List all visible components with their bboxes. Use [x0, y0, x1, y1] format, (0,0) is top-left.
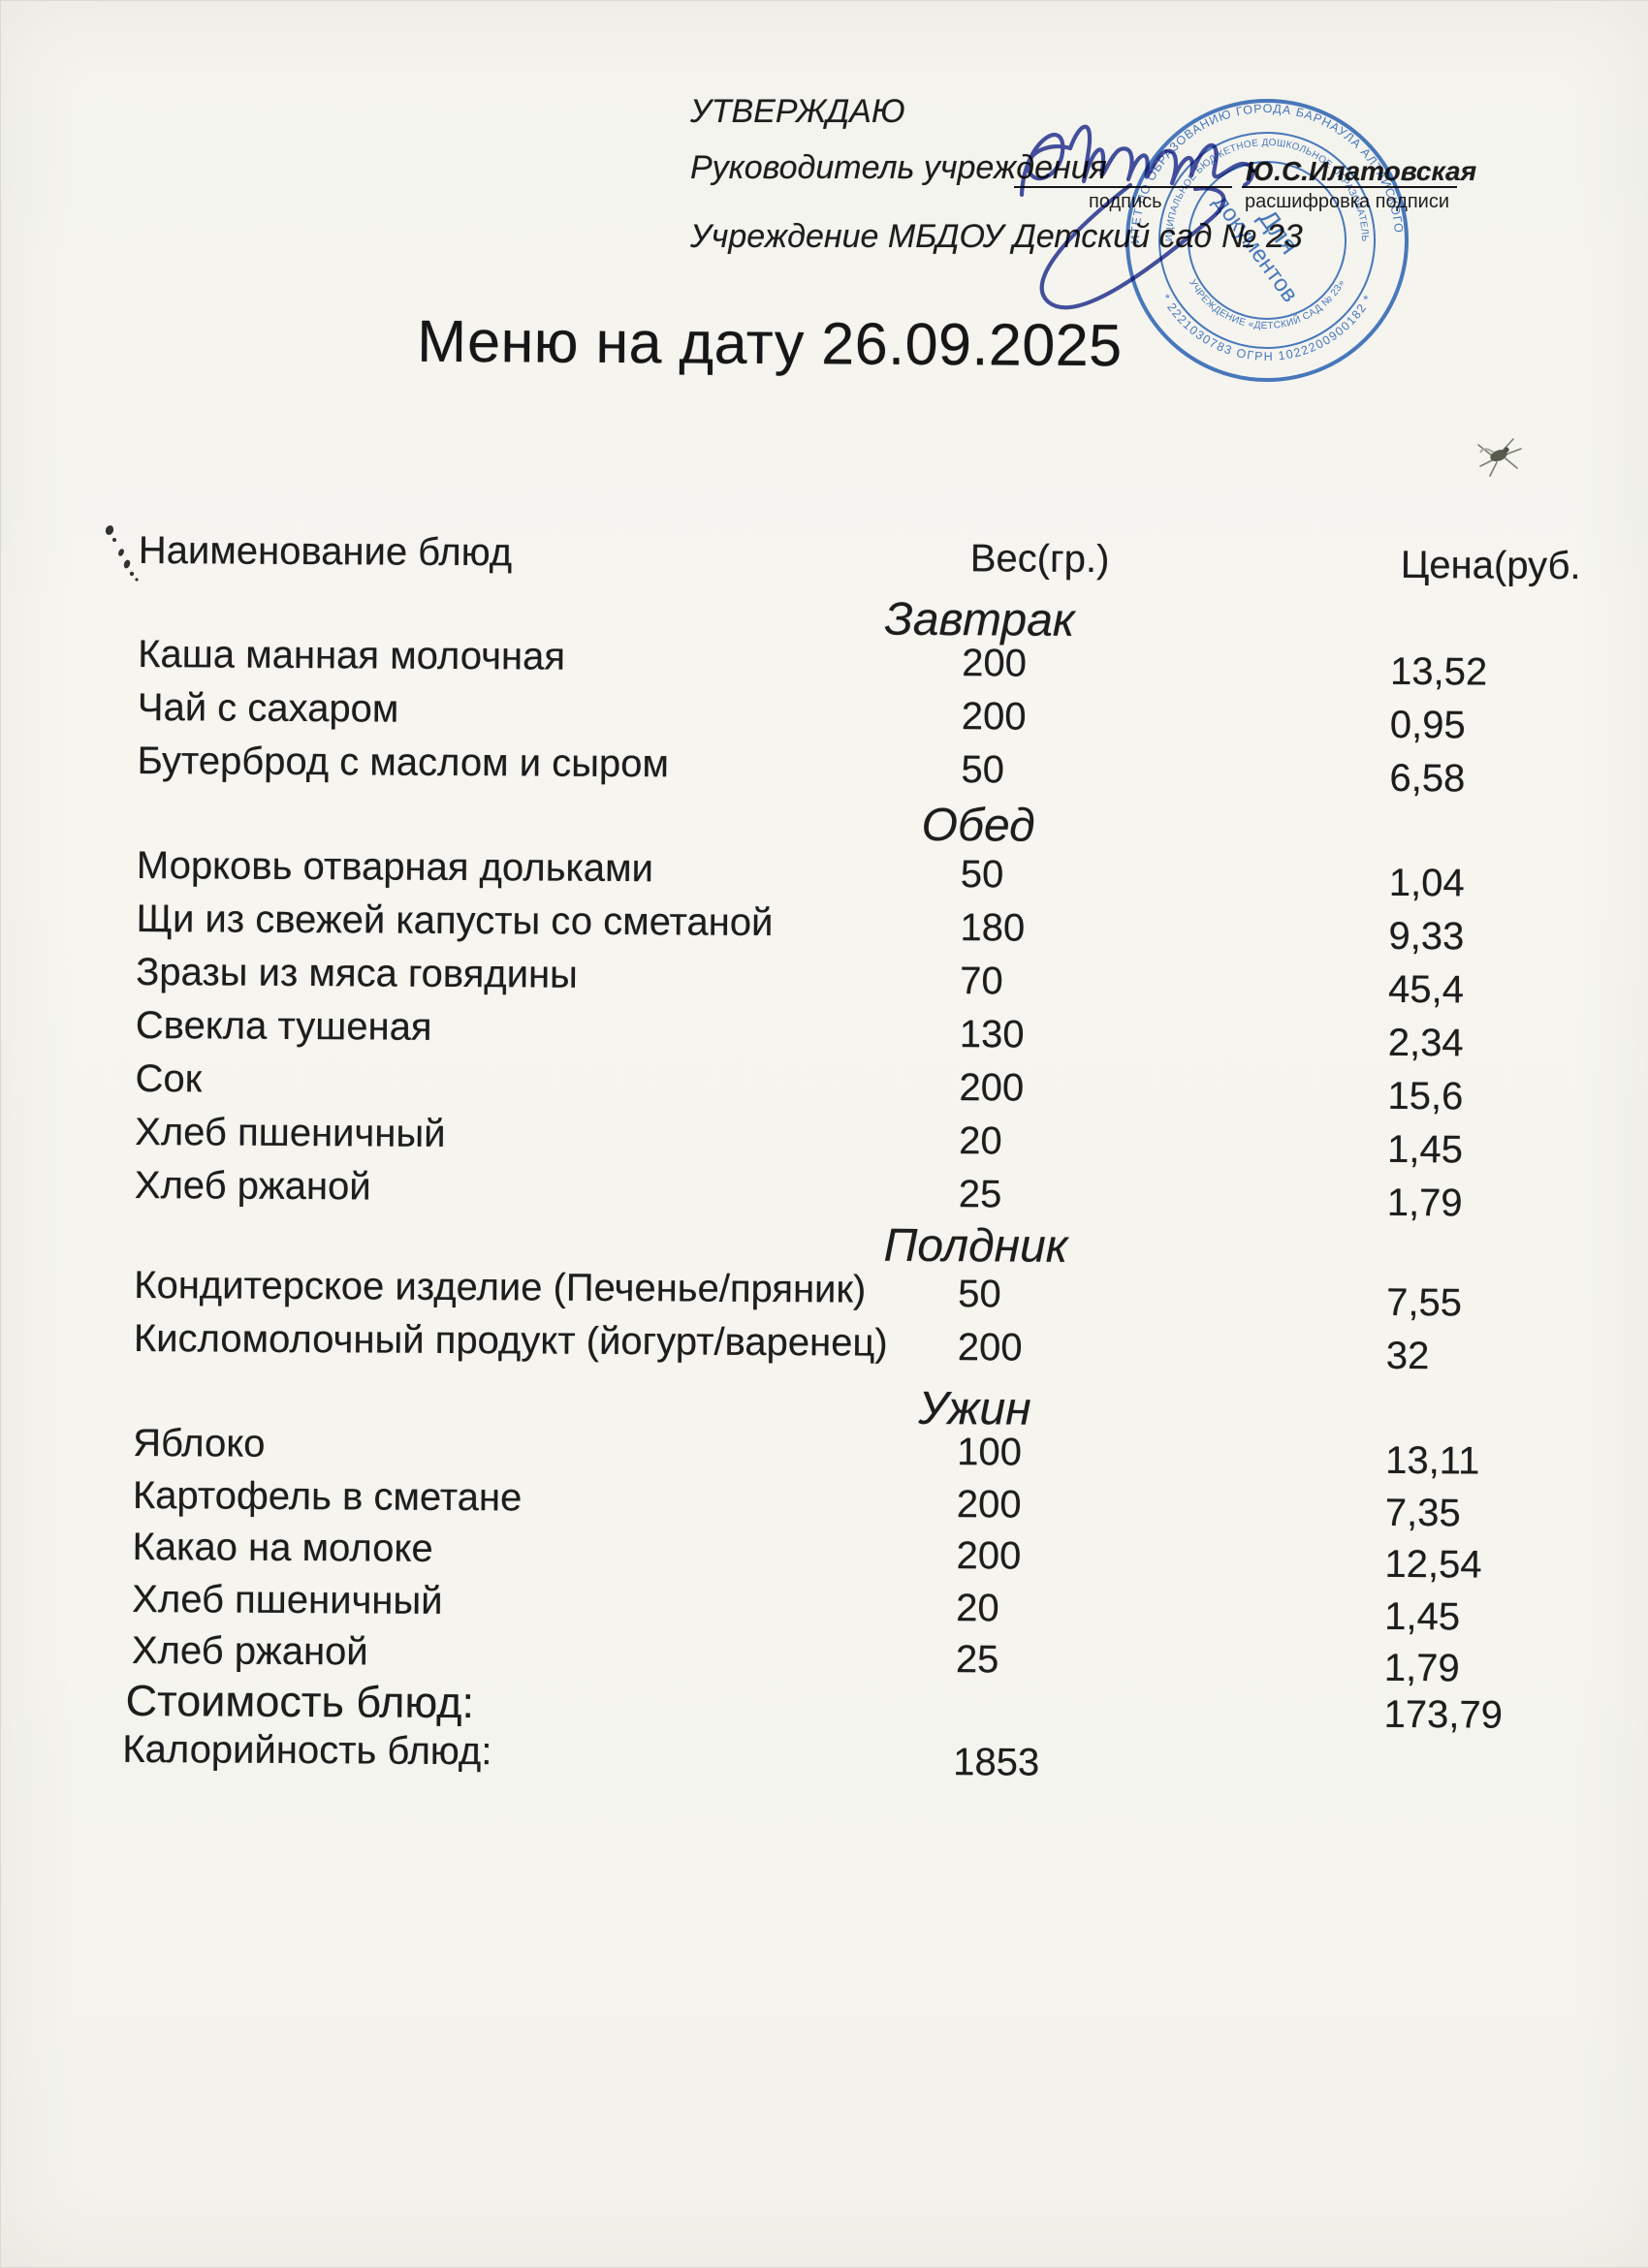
meal-section-label: Завтрак: [884, 593, 1075, 646]
signature-scribble-icon: [1019, 124, 1255, 310]
dish-weight: 25: [955, 1638, 999, 1682]
dish-name: Хлеб ржаной: [134, 1163, 371, 1209]
scanned-insect-artifact: [1477, 438, 1522, 477]
dish-name: Щи из свежей капусты со сметаной: [136, 897, 774, 944]
dish-name: Морковь отварная дольками: [136, 843, 654, 891]
dish-weight: 200: [959, 1066, 1025, 1110]
dish-price: 1,45: [1386, 1127, 1464, 1172]
signature-line: [1014, 186, 1232, 188]
dish-name: Какао на молоке: [132, 1525, 433, 1570]
dish-price: 32: [1385, 1334, 1430, 1378]
dish-weight: 200: [957, 1326, 1023, 1370]
signature-name: Ю.С.Илатовская: [1246, 156, 1477, 186]
meal-section-label: Обед: [921, 799, 1035, 852]
dish-name: Зразы из мяса говядины: [136, 950, 579, 996]
dish-price: 7,55: [1386, 1280, 1463, 1325]
dish-name: Каша манная молочная: [138, 632, 566, 678]
column-header-dish: Наименование блюд: [138, 528, 513, 575]
dish-name: Хлеб ржаной: [131, 1628, 368, 1674]
dish-price: 2,34: [1387, 1021, 1464, 1065]
menu-title: Меню на дату 26.09.2025: [416, 307, 1123, 379]
institution-line: Учреждение МБДОУ Детский сад № 23: [690, 218, 1303, 255]
dish-weight: 200: [962, 642, 1028, 685]
name-line: [1242, 186, 1457, 188]
dish-weight: 25: [958, 1173, 1002, 1216]
ink-smudge-artifact: [105, 525, 139, 582]
dish-name: Сок: [135, 1056, 203, 1101]
dish-price: 13,52: [1389, 649, 1488, 694]
dish-name: Бутерброд с маслом и сыром: [137, 739, 670, 786]
dish-weight: 70: [960, 960, 1003, 1003]
dish-weight: 20: [956, 1586, 999, 1629]
dish-weight: 200: [961, 695, 1027, 739]
approve-heading: УТВЕРЖДАЮ: [690, 93, 905, 130]
dish-weight: 200: [956, 1534, 1022, 1578]
dish-name: Свекла тушеная: [135, 1003, 432, 1049]
dish-name: Кисломолочный продукт (йогурт/варенец): [133, 1316, 888, 1365]
dish-price: 1,79: [1383, 1646, 1460, 1690]
dish-weight: 200: [956, 1482, 1022, 1527]
dish-price: 9,33: [1388, 914, 1465, 959]
dish-weight: 50: [961, 748, 1005, 792]
signature-caption: подпись: [1089, 191, 1162, 212]
meal-section-label: Ужин: [918, 1382, 1031, 1435]
dish-price: 12,54: [1384, 1542, 1482, 1587]
dish-name: Хлеб пшеничный: [132, 1577, 443, 1622]
dish-weight: 130: [959, 1013, 1025, 1056]
dish-name: Яблоко: [133, 1421, 266, 1465]
total-calories-value: 1853: [953, 1741, 1040, 1784]
dish-weight: 100: [957, 1431, 1023, 1474]
dish-price: 13,11: [1385, 1438, 1480, 1483]
dish-price: 1,79: [1386, 1181, 1463, 1225]
dish-name: Картофель в сметане: [132, 1473, 523, 1519]
total-cost-label: Стоимость блюд:: [125, 1675, 475, 1728]
total-cost-value: 173,79: [1383, 1692, 1504, 1737]
dish-name: Хлеб пшеничный: [135, 1110, 446, 1155]
dish-name: Чай с сахаром: [137, 685, 399, 731]
dish-weight: 180: [960, 906, 1026, 950]
dish-name: Кондитерское изделие (Печенье/пряник): [134, 1263, 867, 1311]
column-header-weight: Вес(гр.): [969, 537, 1110, 582]
column-header-price: Цена(руб.: [1400, 543, 1581, 588]
dish-price: 0,95: [1389, 703, 1466, 747]
dish-price: 1,04: [1388, 861, 1465, 905]
menu-table: Завтрак Каша манная молочная 200 13,52 Чай с…: [4, 1, 1648, 1690]
dish-weight: 20: [959, 1119, 1002, 1163]
dish-price: 7,35: [1384, 1491, 1461, 1534]
dish-price: 15,6: [1387, 1074, 1464, 1118]
dish-price: 1,45: [1384, 1594, 1461, 1638]
dish-weight: 50: [960, 853, 1004, 897]
dish-weight: 50: [958, 1273, 1001, 1316]
official-round-stamp: КОМИТЕТ ПО ОБРАЗОВАНИЮ ГОРОДА БАРНАУЛА А…: [1124, 97, 1409, 382]
dish-price: 6,58: [1389, 756, 1466, 801]
meal-section-label: Полдник: [883, 1219, 1068, 1273]
dish-price: 45,4: [1387, 967, 1465, 1012]
total-calories-label: Калорийность блюд:: [122, 1727, 492, 1774]
